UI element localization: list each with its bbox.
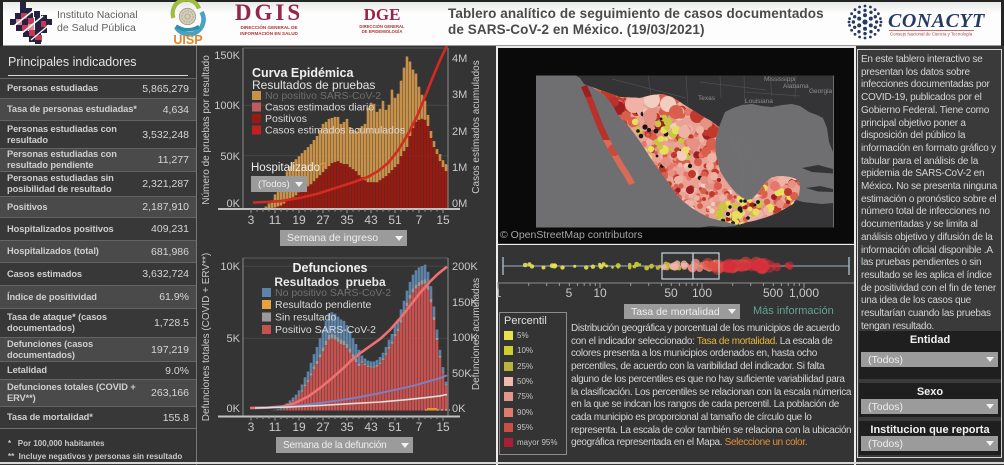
svg-text:0K: 0K: [452, 403, 466, 415]
svg-text:0K: 0K: [227, 198, 241, 210]
svg-text:Positivos: Positivos: [265, 113, 307, 125]
svg-text:Defunciones totales (COVID + E: Defunciones totales (COVID + ERV**): [201, 253, 212, 422]
svg-text:500: 500: [763, 286, 783, 300]
svg-text:11: 11: [269, 213, 282, 227]
svg-text:Resultados prueba: Resultados prueba: [274, 275, 386, 289]
svg-text:0M: 0M: [452, 198, 467, 210]
svg-text:100: 100: [692, 286, 712, 300]
svg-text:Número de pruebas por resultad: Número de pruebas por resultado: [201, 55, 212, 205]
svg-text:43: 43: [364, 420, 378, 434]
svg-text:3: 3: [248, 420, 255, 434]
svg-text:Sin resultado: Sin resultado: [275, 312, 336, 324]
svg-text:Resultado pendiente: Resultado pendiente: [275, 299, 371, 311]
svg-text:5: 5: [566, 286, 573, 300]
svg-text:43: 43: [364, 213, 378, 227]
svg-text:Alabama: Alabama: [783, 83, 809, 90]
svg-text:Defunciones: Defunciones: [292, 261, 367, 275]
svg-text:Hospitalizado?: Hospitalizado?: [251, 162, 326, 174]
svg-text:27: 27: [316, 420, 330, 434]
svg-text:1M: 1M: [452, 162, 467, 174]
svg-text:35: 35: [340, 213, 354, 227]
svg-text:100K: 100K: [214, 100, 240, 112]
svg-text:50K: 50K: [220, 151, 240, 163]
svg-text:Casos estimados acumulados: Casos estimados acumulados: [265, 125, 405, 137]
svg-text:No positivo SARS-CoV-2: No positivo SARS-CoV-2: [275, 287, 391, 299]
svg-text:100K: 100K: [452, 332, 478, 344]
svg-text:27: 27: [316, 213, 330, 227]
svg-text:19: 19: [292, 213, 306, 227]
svg-text:0K: 0K: [227, 403, 241, 415]
svg-text:15: 15: [436, 420, 450, 434]
svg-text:200K: 200K: [452, 261, 478, 273]
svg-text:© OpenStreetMap contributors: © OpenStreetMap contributors: [500, 229, 643, 241]
svg-text:1,000: 1,000: [789, 286, 819, 300]
svg-text:3M: 3M: [452, 89, 467, 101]
svg-text:Casos estimados acumulados: Casos estimados acumulados: [471, 60, 482, 193]
svg-text:Georgia: Georgia: [809, 88, 833, 95]
svg-text:150K: 150K: [214, 50, 240, 62]
svg-text:50: 50: [664, 286, 678, 300]
svg-text:35: 35: [340, 420, 354, 434]
svg-text:Curva Epidémica: Curva Epidémica: [252, 66, 354, 80]
svg-text:Resultados de pruebas: Resultados de pruebas: [252, 78, 375, 92]
svg-text:7: 7: [416, 213, 423, 227]
svg-text:No positivo SARS-CoV-2: No positivo SARS-CoV-2: [265, 90, 381, 102]
svg-text:2M: 2M: [452, 126, 467, 138]
svg-text:Casos estimados diario: Casos estimados diario: [265, 102, 374, 114]
svg-text:5K: 5K: [227, 333, 241, 345]
svg-text:Texas: Texas: [698, 95, 716, 102]
svg-text:Defunciones acumuladas: Defunciones acumuladas: [471, 278, 482, 390]
svg-text:51: 51: [388, 420, 402, 434]
svg-text:15: 15: [436, 213, 450, 227]
svg-text:Consejo Nacional de Ciencia y: Consejo Nacional de Ciencia y Tecnología: [890, 32, 973, 37]
svg-text:7: 7: [416, 420, 423, 434]
svg-text:Louisiana: Louisiana: [745, 98, 773, 105]
svg-text:50K: 50K: [452, 368, 472, 380]
svg-text:1: 1: [497, 286, 502, 300]
svg-text:Positivo SARS-CoV-2: Positivo SARS-CoV-2: [275, 324, 376, 336]
svg-text:150K: 150K: [452, 297, 478, 309]
svg-text:3: 3: [248, 213, 255, 227]
svg-text:11: 11: [269, 420, 282, 434]
svg-text:10: 10: [593, 286, 607, 300]
svg-text:Mississippi: Mississippi: [764, 76, 795, 83]
svg-text:51: 51: [388, 213, 402, 227]
svg-text:UISP: UISP: [173, 33, 202, 45]
svg-text:CONACYT: CONACYT: [888, 10, 985, 32]
svg-text:10K: 10K: [220, 261, 240, 273]
svg-text:19: 19: [292, 420, 306, 434]
svg-text:4M: 4M: [452, 53, 467, 65]
